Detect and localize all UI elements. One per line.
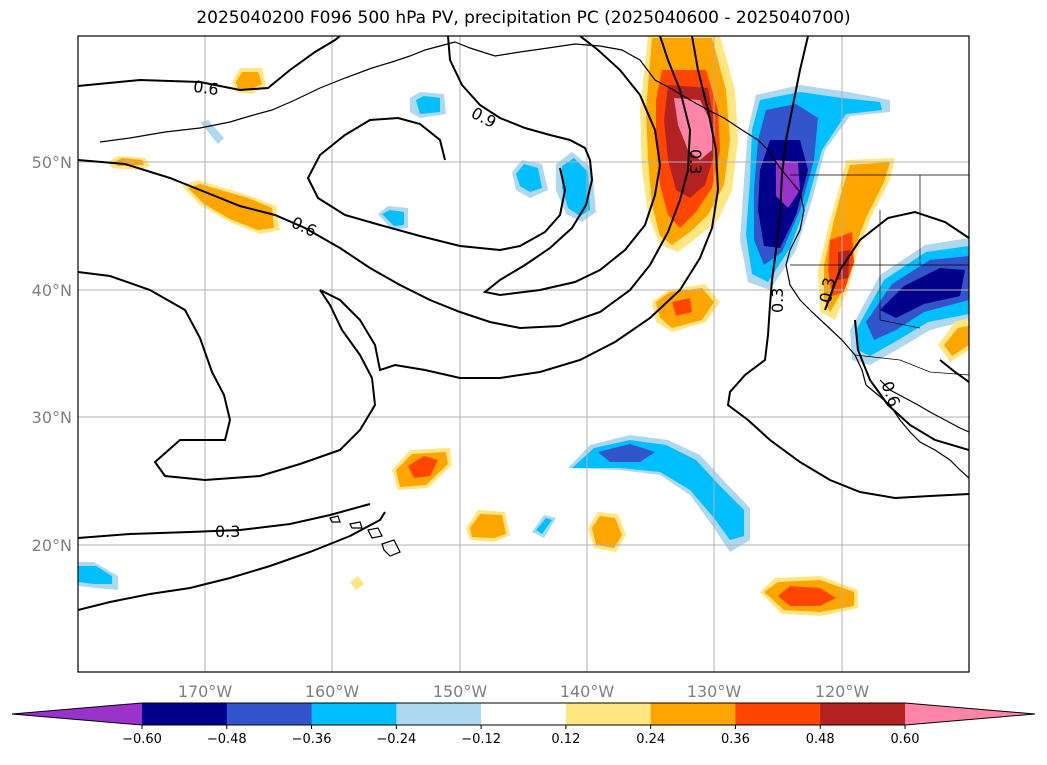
lon-label-150w: 150°W [433, 682, 488, 701]
colorbar-segment [650, 703, 736, 725]
pv-contour-coast-03 [726, 36, 969, 500]
precip-negative-blob-west-edge-blue [78, 566, 112, 584]
lat-label-20n: 20°N [32, 536, 72, 555]
colorbar-segment [142, 703, 228, 725]
colorbar-segment [481, 703, 567, 725]
lon-label-170w: 170°W [178, 682, 233, 701]
precip-negative-central-mid [598, 444, 655, 462]
precip-positive-blob-161w [350, 576, 364, 590]
lat-label-50n: 50°N [32, 153, 72, 172]
colorbar-segment [226, 703, 313, 725]
coastline-hawaii-4 [381, 539, 401, 557]
coastline-hawaii-2 [349, 521, 363, 529]
pv-contour-mid-arc-2 [319, 36, 720, 379]
precip-negative-blob-152w-north-blue [416, 96, 440, 114]
contour-label-03-north: 0.3 [686, 149, 705, 174]
coastline-hawaii-3 [367, 527, 383, 539]
pv-contour-inland-03 [824, 210, 969, 311]
pv-contour-inner-loop [306, 116, 567, 252]
border-west-states-3 [879, 265, 921, 329]
map-plot-area: 0.6 0.9 0.6 0.3 0.3 0.3 0.6 0.3 [78, 36, 969, 672]
colorbar-tick-label: 0.60 [891, 732, 920, 747]
pv-contour-mid-arc [78, 36, 692, 330]
lon-tick-labels: 170°W 160°W 150°W 140°W 130°W 120°W [178, 682, 870, 701]
precip-negative-southwest-dark [880, 268, 965, 318]
pv-contour-left-lobe [78, 271, 377, 482]
colorbar-tick-label: −0.60 [122, 732, 162, 747]
precip-negative-blob-157w-blue [382, 210, 404, 226]
lon-label-130w: 130°W [687, 682, 742, 701]
precip-positive-blob-138w-orange [592, 516, 622, 548]
precip-positive-blob-125w-red [778, 586, 836, 606]
precip-positive-plume-north-pink [674, 98, 712, 160]
map-frame [77, 35, 970, 673]
precip-negative-central-blue [572, 440, 744, 540]
contour-label-06-nw: 0.6 [192, 77, 220, 99]
coastline-aleutians [99, 41, 456, 143]
coastline-bc [757, 139, 805, 266]
precip-negative-blob-171w [200, 120, 224, 144]
precip-positive-blob-165w-north-orange [236, 72, 262, 90]
colorbar-tick-label: −0.36 [292, 732, 332, 747]
colorbar-extend-low [12, 703, 142, 725]
pv-contour-top-trough [447, 36, 662, 297]
contour-label-03-south: 0.3 [215, 522, 240, 541]
contour-label-03-inland: 0.3 [816, 276, 839, 304]
lon-label-160w: 160°W [305, 682, 360, 701]
coastline-hawaii-1 [329, 515, 341, 523]
colorbar-tick-label: −0.48 [207, 732, 247, 747]
precip-negative-blob-142w-north-blue [562, 158, 590, 216]
colorbar-segment [311, 703, 397, 725]
colorbar-tick-label: 0.36 [721, 732, 750, 747]
precip-negative-blob-145w-north-blue [516, 164, 542, 192]
colorbar-tick-label: 0.48 [806, 732, 835, 747]
precip-positive-blob-155w-red [408, 456, 438, 478]
colorbar-segment [565, 703, 652, 725]
colorbar-tick-label: 0.24 [636, 732, 665, 747]
pv-contour-inland-06 [854, 319, 969, 451]
colorbar-extend-high [905, 703, 1035, 725]
coastline-us-west [785, 264, 867, 386]
contour-label-03-coast: 0.3 [768, 288, 787, 313]
pv-contour-lower-arc [78, 511, 386, 611]
map-title: 2025040200 F096 500 hPa PV, precipitatio… [196, 8, 851, 28]
lat-tick-labels: 50°N 40°N 30°N 20°N [32, 153, 72, 555]
lon-label-140w: 140°W [560, 682, 615, 701]
colorbar-segment [396, 703, 482, 725]
pv-contour-lower-left [78, 503, 371, 539]
pv-contour-upper-left [78, 36, 341, 92]
colorbar-segment [735, 703, 821, 725]
colorbar-segment [820, 703, 906, 725]
colorbar-tick-label: −0.12 [461, 732, 501, 747]
precip-negative-blob-142w-blue [536, 518, 552, 534]
pv-contours [78, 36, 969, 611]
borders [790, 174, 969, 376]
precip-positive-blob-168w-orange [188, 184, 274, 230]
lon-label-120w: 120°W [815, 682, 870, 701]
precip-positive-east-edge-orange [944, 326, 969, 356]
lat-label-40n: 40°N [32, 281, 72, 300]
colorbar: −0.60 −0.48 −0.36 −0.24 −0.12 0.12 0.24 0.36 0.4… [11, 702, 1036, 747]
colorbar-tick-label: −0.24 [376, 732, 416, 747]
precip-positive-blob-145w-orange [470, 514, 506, 538]
colorbar-tick-label: 0.12 [551, 732, 580, 747]
lat-label-30n: 30°N [32, 408, 72, 427]
coastline-gulf [879, 379, 969, 433]
precip-positive-blob-135w-red [672, 298, 692, 316]
border-us-mexico [854, 354, 969, 376]
pv-contour-sw-small [939, 359, 969, 383]
coastline-alaska [454, 41, 759, 141]
